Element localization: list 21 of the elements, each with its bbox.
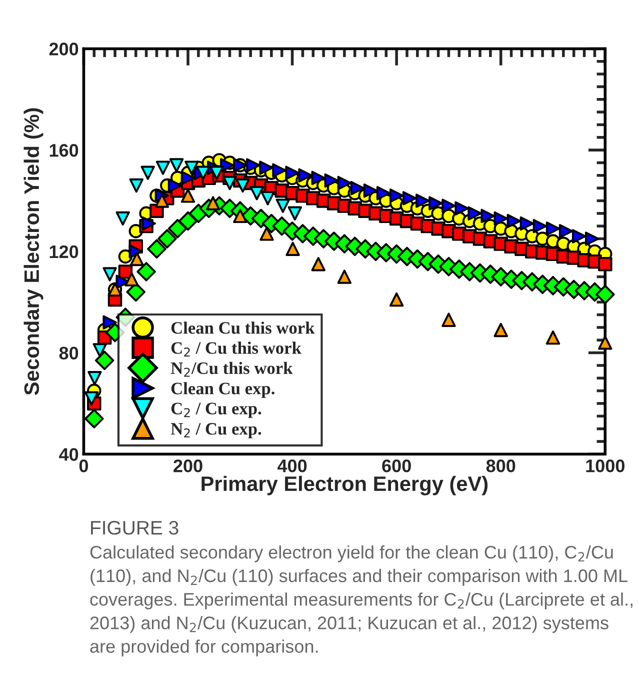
x-tick-label: 0 — [79, 459, 88, 472]
x-tick-label: 600 — [382, 459, 411, 472]
x-tick-label: 200 — [174, 459, 202, 472]
text: Calculated secondary electron yield for the clean Cu (110), C$_{2}$/Cu (110), and N$_{2}$/Cu (110) surfaces and their comparison with 1.00 ML coverages. Experimental measurements for C$_{2}$/Cu (Larciprete et al., 2013) and N$_{2}$/Cu (Kuzucan, 2011; Kuzucan et al., 2012) systems are provided for comparison. — [90, 545, 632, 656]
y-tick-label: 120 — [50, 245, 78, 258]
legend-label: Clean Cu this work — [171, 322, 315, 334]
y-tick-label: 80 — [59, 346, 78, 360]
y-tick-label: 40 — [59, 448, 78, 461]
x-tick-label: 1000 — [586, 459, 624, 472]
x-tick-label: 800 — [486, 459, 516, 472]
legend-label: C$_{2}$ / Cu this work — [171, 342, 302, 357]
x-axis-title: Primary Electron Energy (eV) — [202, 476, 488, 496]
text: FIGURE 3 — [91, 520, 178, 535]
x-tick-label: 400 — [277, 459, 307, 472]
legend-label: Clean Cu exp. — [171, 382, 274, 398]
y-tick-label: 160 — [50, 144, 78, 157]
legend-label: C$_{2}$ / Cu exp. — [171, 402, 262, 418]
legend-label: N$_{2}$/Cu this work — [170, 362, 293, 377]
legend-label: N$_{2}$ / Cu exp. — [170, 423, 262, 438]
y-tick-label: 200 — [49, 42, 78, 56]
y-axis-title: Secondary Electron Yield (%) — [24, 108, 44, 395]
